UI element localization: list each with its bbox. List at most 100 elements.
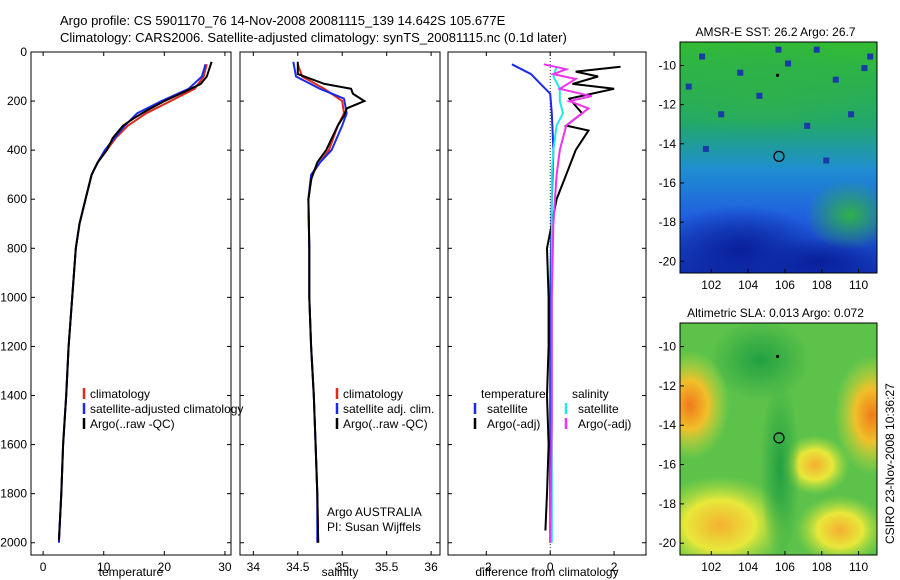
sla-map-field bbox=[680, 323, 877, 555]
legend-label: Argo(..raw -QC) bbox=[343, 417, 428, 431]
y-tick-label: 1200 bbox=[0, 339, 27, 353]
y-tick-label: -14 bbox=[659, 137, 677, 151]
x-tick-label: 0 bbox=[547, 560, 554, 574]
x-tick-label: 36 bbox=[424, 560, 438, 574]
figure-title-line1: Argo profile: CS 5901170_76 14-Nov-2008 … bbox=[60, 13, 506, 28]
map-title: AMSR-E SST: 26.2 Argo: 26.7 bbox=[695, 25, 855, 39]
sst-pixel bbox=[848, 111, 855, 118]
x-axis-label: salinity bbox=[322, 565, 359, 579]
x-tick-label: 34.5 bbox=[286, 560, 310, 574]
x-tick-label: 106 bbox=[775, 560, 795, 574]
y-tick-label: -16 bbox=[659, 176, 677, 190]
y-tick-label: -16 bbox=[659, 458, 677, 472]
x-axis-label: difference from climatology bbox=[475, 565, 618, 579]
y-tick-label: -14 bbox=[659, 418, 677, 432]
legend-label: salinity bbox=[572, 387, 609, 401]
y-tick-label: 0 bbox=[20, 45, 27, 59]
x-tick-label: 108 bbox=[812, 560, 832, 574]
y-tick-label: 1600 bbox=[0, 438, 27, 452]
sst-map-field bbox=[680, 42, 877, 273]
series-line-1 bbox=[57, 64, 208, 543]
sst-pixel bbox=[804, 122, 811, 129]
sst-pixel bbox=[867, 53, 874, 60]
legend-label: Argo(-adj) bbox=[578, 417, 631, 431]
y-tick-label: 2000 bbox=[0, 536, 27, 550]
sst-pixel bbox=[718, 111, 725, 118]
x-tick-label: 106 bbox=[775, 278, 795, 292]
x-tick-label: 108 bbox=[812, 278, 832, 292]
x-tick-label: 110 bbox=[849, 278, 868, 292]
x-tick-label: 34 bbox=[247, 560, 261, 574]
y-tick-label: -20 bbox=[659, 536, 677, 550]
x-tick-label: -2 bbox=[481, 560, 492, 574]
y-tick-label: 1800 bbox=[0, 487, 27, 501]
x-tick-label: 35.5 bbox=[375, 560, 399, 574]
profile-panel-1: 0 10 20 30 0 200 400 600 800 1000 1200 1400 1600 1800… bbox=[0, 45, 243, 579]
map-title: Altimetric SLA: 0.013 Argo: 0.072 bbox=[687, 306, 864, 320]
x-axis-label: temperature bbox=[99, 565, 164, 579]
sst-pixel bbox=[775, 46, 782, 53]
x-tick-label: 104 bbox=[738, 278, 758, 292]
sst-pixel bbox=[756, 92, 763, 99]
y-tick-label: 800 bbox=[7, 241, 27, 255]
x-tick-label: 104 bbox=[738, 560, 758, 574]
credit-text: CSIRO 23-Nov-2008 10:36:27 bbox=[883, 383, 897, 544]
series-line-2 bbox=[544, 65, 621, 531]
x-tick-label: 20 bbox=[158, 560, 172, 574]
y-tick-label: 400 bbox=[7, 143, 27, 157]
x-tick-label: 0 bbox=[40, 560, 47, 574]
y-tick-label: 200 bbox=[7, 94, 27, 108]
sst-pixel bbox=[861, 65, 868, 72]
plot-frame bbox=[239, 51, 441, 556]
legend-label: satellite bbox=[487, 402, 528, 416]
argo-position-marker bbox=[773, 150, 785, 162]
y-tick-label: 1400 bbox=[0, 389, 27, 403]
argo-track-dot bbox=[775, 73, 780, 77]
x-tick-label: 102 bbox=[701, 560, 721, 574]
series-line-2 bbox=[292, 61, 348, 543]
map-frame bbox=[679, 322, 878, 556]
figure-title-line2: Climatology: CARS2006. Satellite-adjuste… bbox=[60, 30, 567, 45]
sst-pixel bbox=[832, 76, 839, 83]
series-line-2 bbox=[57, 64, 207, 543]
annotation-text: PI: Susan Wijffels bbox=[327, 520, 421, 534]
legend-label: satellite adj. clim. bbox=[343, 402, 434, 416]
legend-label: Argo(..raw -QC) bbox=[90, 417, 175, 431]
y-tick-label: -10 bbox=[659, 340, 677, 354]
sst-pixel bbox=[702, 145, 709, 152]
series-line-1 bbox=[511, 63, 555, 543]
plot-frame bbox=[447, 51, 647, 556]
legend-label: satellite bbox=[578, 402, 619, 416]
legend-label: climatology bbox=[343, 387, 403, 401]
annotation-text: Argo AUSTRALIA bbox=[327, 505, 422, 519]
legend-label: temperature bbox=[481, 387, 546, 401]
sst-pixel bbox=[737, 69, 744, 76]
series-line-4 bbox=[543, 63, 592, 543]
y-tick-label: -10 bbox=[659, 58, 677, 72]
sst-pixel bbox=[823, 157, 830, 164]
x-tick-label: 110 bbox=[849, 560, 868, 574]
x-tick-label: 10 bbox=[97, 560, 111, 574]
x-tick-label: 2 bbox=[611, 560, 618, 574]
y-tick-label: 1000 bbox=[0, 290, 27, 304]
argo-position-marker bbox=[773, 432, 785, 444]
profile-panel-2: 34 34.5 35 35.5 36 salinity climatologysatelli… bbox=[239, 51, 441, 579]
sst-map-panel: 102 104 106 108 110 -10 -12 -14 -16 -18 -20 AMSR-E … bbox=[659, 25, 878, 292]
series-line-3 bbox=[57, 61, 213, 541]
legend-label: satellite-adjusted climatology bbox=[90, 402, 243, 416]
y-tick-label: -18 bbox=[659, 497, 677, 511]
x-tick-label: 30 bbox=[218, 560, 232, 574]
y-tick-label: -20 bbox=[659, 254, 677, 268]
sst-pixel bbox=[699, 53, 706, 60]
legend-label: Argo(-adj) bbox=[487, 417, 540, 431]
x-tick-label: 35 bbox=[336, 560, 350, 574]
argo-track-dot bbox=[775, 354, 780, 359]
legend-label: climatology bbox=[90, 387, 150, 401]
series-line-3 bbox=[296, 61, 367, 543]
x-tick-label: 102 bbox=[701, 278, 721, 292]
y-tick-label: -18 bbox=[659, 215, 677, 229]
sst-pixel bbox=[685, 83, 692, 90]
sst-pixel bbox=[813, 46, 820, 53]
map-frame bbox=[679, 41, 878, 274]
